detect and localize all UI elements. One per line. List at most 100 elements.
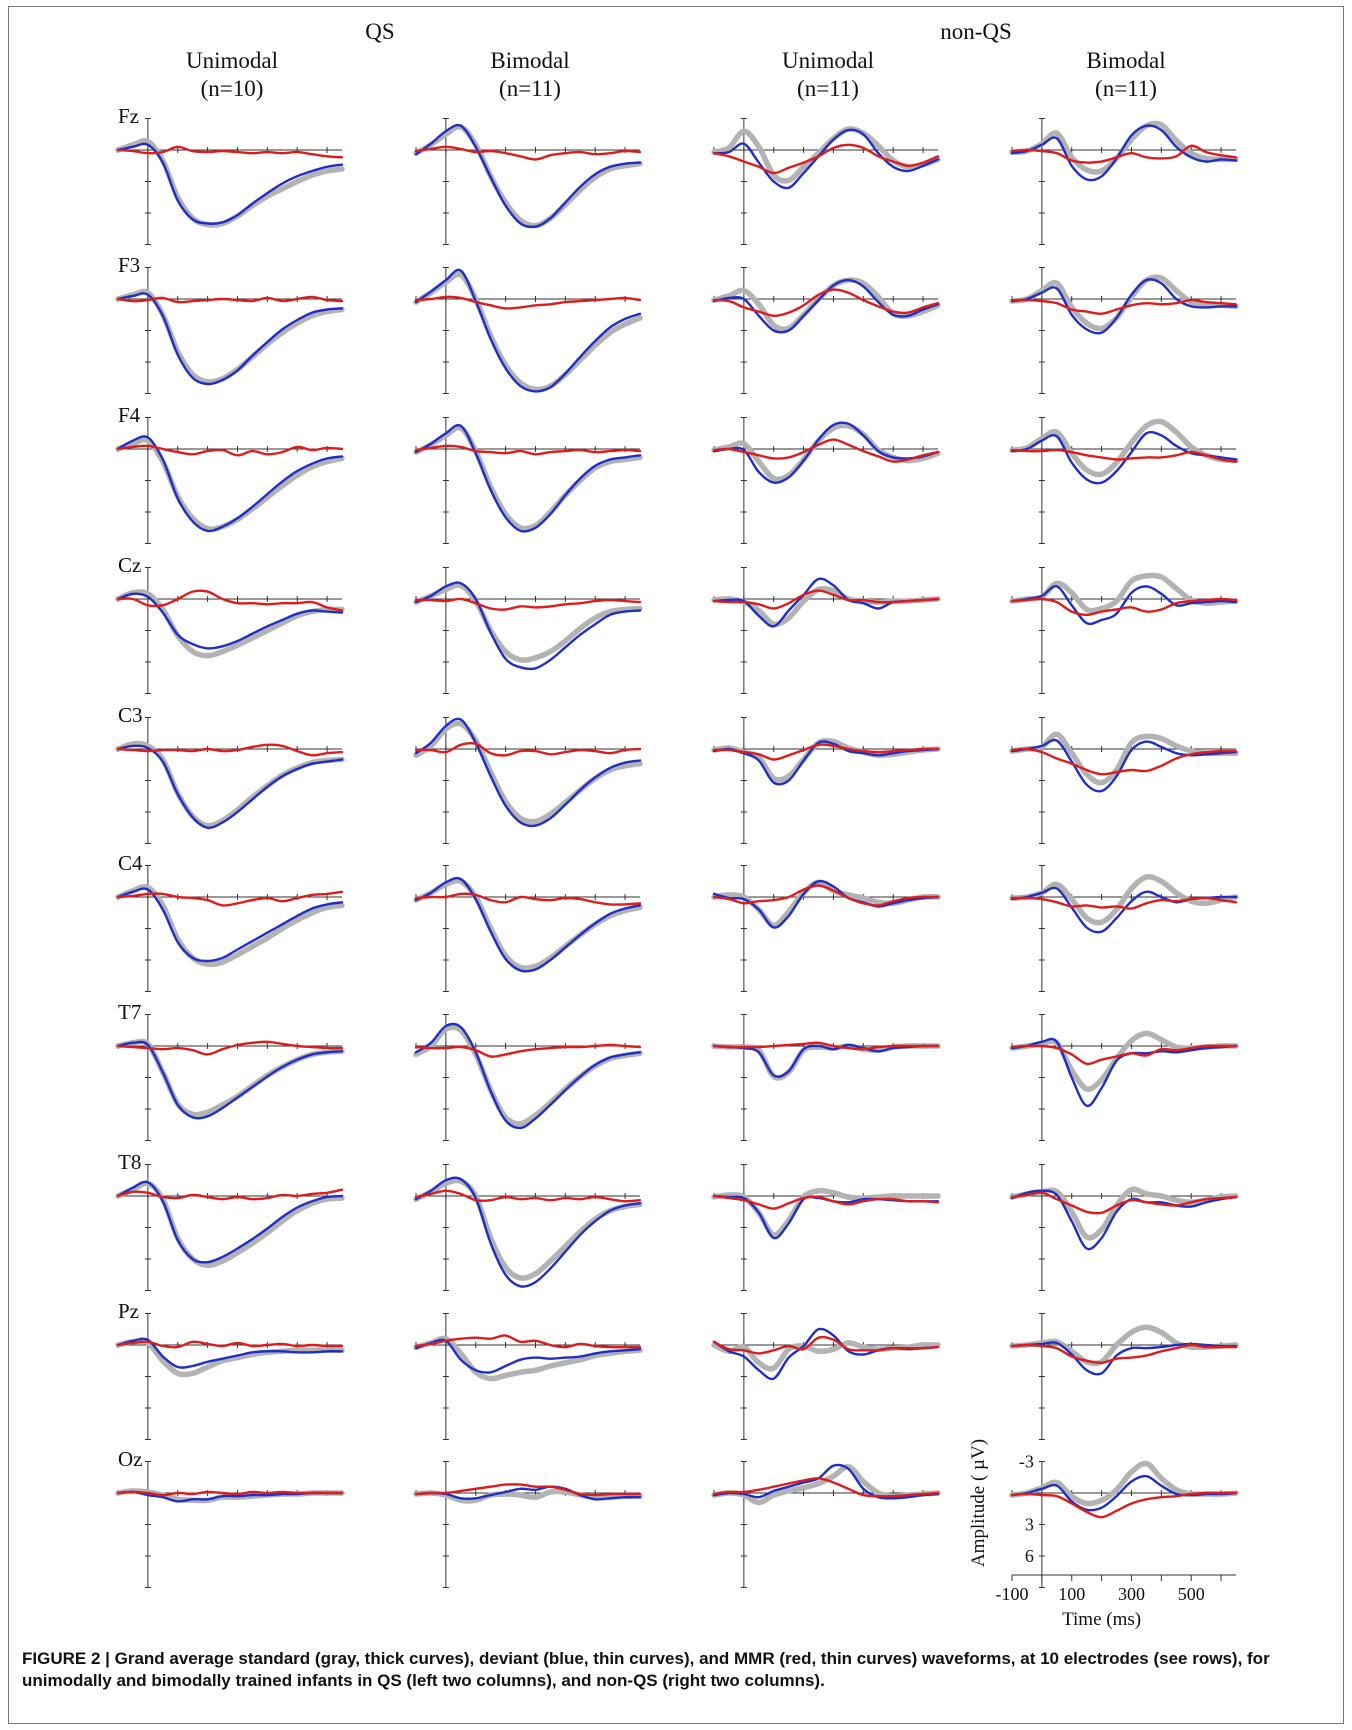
panel-fz-nonqs-bimodal xyxy=(1009,118,1239,245)
deviant-curve xyxy=(712,1463,940,1500)
standard-curve xyxy=(413,1335,643,1382)
standard-curve xyxy=(1009,418,1239,478)
deviant-curve xyxy=(712,128,940,190)
standard-curve xyxy=(711,1043,941,1081)
panel-c3-qs-bimodal xyxy=(413,717,643,844)
mmr-curve xyxy=(414,1189,642,1203)
panel-axes xyxy=(1011,865,1236,992)
mmr-curve xyxy=(712,589,940,610)
mmr-curve xyxy=(414,444,642,456)
panel-t7-qs-bimodal xyxy=(413,1014,643,1141)
panel-f3-nonqs-bimodal xyxy=(1009,267,1239,394)
panel-axes xyxy=(713,267,938,394)
deviant-curve xyxy=(116,292,344,386)
electrode-label-cz: Cz xyxy=(118,553,141,577)
panel-axes xyxy=(713,717,938,844)
plot-grid: Fz F3 F4 Cz C3 C4 T7 T8 Pz Oz -100 100 300 500 -3 3 6 xyxy=(115,104,1239,1604)
mmr-curve xyxy=(116,743,344,757)
mmr-curve xyxy=(712,1335,940,1355)
column-n-3: (n=11) xyxy=(797,76,859,101)
panel-t8-qs-bimodal xyxy=(413,1164,643,1291)
panel-axes xyxy=(117,865,342,992)
panel-axes xyxy=(117,567,342,694)
standard-curve xyxy=(711,1187,941,1238)
deviant-curve xyxy=(1010,124,1238,182)
panel-axes xyxy=(1011,1164,1236,1291)
standard-curve xyxy=(711,737,941,783)
mmr-curve xyxy=(712,1477,940,1498)
panel-t7-nonqs-bimodal xyxy=(1009,1014,1239,1141)
column-title-2: Bimodal xyxy=(490,48,569,73)
mmr-curve xyxy=(116,1340,344,1349)
electrode-label-fz: Fz xyxy=(118,104,139,128)
mmr-curve xyxy=(712,143,940,175)
electrode-label-t8: T8 xyxy=(118,1150,141,1174)
panel-f4-nonqs-unimodal xyxy=(711,417,941,544)
panel-t8-nonqs-unimodal xyxy=(711,1164,941,1291)
panel-f4-nonqs-bimodal xyxy=(1009,417,1239,544)
deviant-curve xyxy=(414,423,642,533)
mmr-curve xyxy=(116,890,344,907)
mmr-curve xyxy=(116,295,344,304)
panel-axes xyxy=(117,1461,342,1588)
x-tick-label: 100 xyxy=(1058,1584,1085,1604)
y-tick-label: -3 xyxy=(1019,1452,1034,1472)
panel-oz-nonqs-bimodal: -100 100 300 500 -3 3 6 xyxy=(996,1452,1239,1604)
panel-t8-qs-unimodal xyxy=(115,1164,345,1291)
deviant-curve xyxy=(1010,1189,1238,1251)
panel-cz-nonqs-unimodal xyxy=(711,567,941,694)
electrode-label-pz: Pz xyxy=(118,1299,139,1323)
deviant-curve xyxy=(414,1176,642,1288)
mmr-curve xyxy=(414,741,642,757)
panel-axes xyxy=(713,118,938,245)
mmr-curve xyxy=(116,145,344,159)
panel-c3-qs-unimodal xyxy=(115,717,345,844)
deviant-curve xyxy=(712,421,940,484)
mmr-curve xyxy=(414,145,642,161)
figure-frame xyxy=(8,6,1344,1724)
mmr-curve xyxy=(1010,448,1238,463)
panel-axes xyxy=(1011,1313,1236,1440)
deviant-curve xyxy=(414,1022,642,1130)
panel-pz-nonqs-unimodal xyxy=(711,1313,941,1440)
panel-f3-nonqs-unimodal xyxy=(711,267,941,394)
panel-cz-qs-unimodal xyxy=(115,567,345,694)
mmr-curve xyxy=(712,1041,940,1051)
panel-oz-qs-unimodal xyxy=(115,1461,345,1588)
deviant-curve xyxy=(414,581,642,671)
x-tick-label: -100 xyxy=(996,1584,1029,1604)
panel-c4-nonqs-bimodal xyxy=(1009,865,1239,992)
figure-caption: FIGURE 2 | Grand average standard (gray,… xyxy=(22,1649,1270,1690)
panel-pz-qs-bimodal xyxy=(413,1313,643,1440)
panel-axes xyxy=(117,118,342,245)
standard-curve xyxy=(1009,873,1239,926)
group-label-qs: QS xyxy=(365,19,394,44)
deviant-curve xyxy=(116,142,344,225)
mmr-curve xyxy=(712,438,940,463)
standard-curve xyxy=(711,585,941,628)
electrode-label-oz: Oz xyxy=(118,1447,143,1471)
panel-axes xyxy=(1011,1014,1236,1141)
panel-axes xyxy=(713,567,938,694)
mmr-curve xyxy=(116,444,344,457)
x-tick-label: 500 xyxy=(1178,1584,1205,1604)
panel-axes xyxy=(117,717,342,844)
panel-c3-nonqs-bimodal xyxy=(1009,717,1239,844)
mmr-curve xyxy=(1010,1044,1238,1066)
y-tick-label: 6 xyxy=(1025,1546,1034,1566)
standard-curve xyxy=(115,1338,345,1378)
mmr-curve xyxy=(116,1188,344,1201)
electrode-label-c3: C3 xyxy=(118,703,143,727)
panel-axes xyxy=(713,1014,938,1141)
deviant-curve xyxy=(712,1043,940,1078)
column-n-2: (n=11) xyxy=(499,76,561,101)
mmr-curve xyxy=(1010,144,1238,164)
mmr-curve xyxy=(712,743,940,761)
deviant-curve xyxy=(116,435,344,533)
mmr-curve xyxy=(1010,747,1238,776)
standard-curve xyxy=(413,877,643,971)
standard-curve xyxy=(1009,1186,1239,1241)
panel-c4-qs-unimodal xyxy=(115,865,345,992)
mmr-curve xyxy=(1010,1491,1238,1519)
